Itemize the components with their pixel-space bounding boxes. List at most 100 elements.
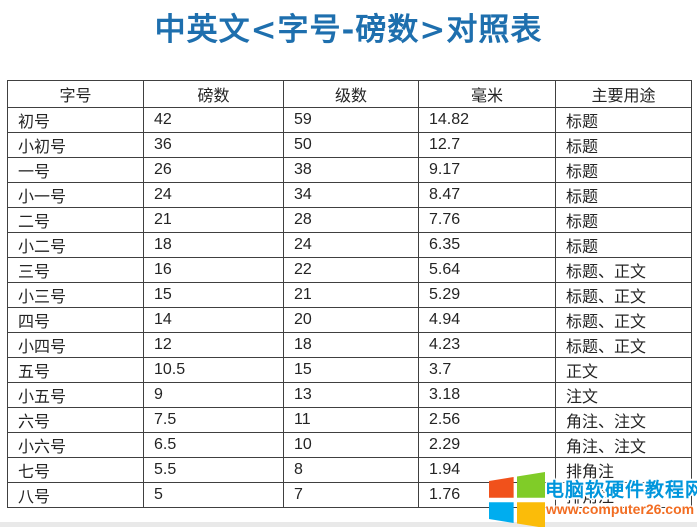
cell-mm: 5.64 (418, 257, 556, 283)
cell-points: 6.5 (143, 432, 284, 458)
table-row: 小三号 15 21 5.29 标题、正文 (7, 282, 692, 308)
cell-font-name: 四号 (7, 307, 144, 333)
cell-usage: 标题 (555, 207, 692, 233)
cell-level: 22 (283, 257, 419, 283)
cell-points: 5.5 (143, 457, 284, 483)
bottom-edge-strip (0, 522, 697, 527)
cell-mm: 2.29 (418, 432, 556, 458)
cell-usage: 正文 (555, 357, 692, 383)
cell-points: 21 (143, 207, 284, 233)
cell-points: 42 (143, 107, 284, 133)
cell-usage: 标题、正文 (555, 257, 692, 283)
cell-mm: 12.7 (418, 132, 556, 158)
cell-usage: 排角注 (555, 482, 692, 508)
cell-level: 24 (283, 232, 419, 258)
cell-points: 18 (143, 232, 284, 258)
cell-usage: 标题 (555, 132, 692, 158)
cell-mm: 9.17 (418, 157, 556, 183)
cell-mm: 8.47 (418, 182, 556, 208)
cell-level: 7 (283, 482, 419, 508)
cell-font-name: 八号 (7, 482, 144, 508)
table-row: 一号 26 38 9.17 标题 (7, 157, 692, 183)
cell-usage: 注文 (555, 382, 692, 408)
cell-level: 38 (283, 157, 419, 183)
cell-level: 10 (283, 432, 419, 458)
watermark-site-url: www.computer26.com (546, 501, 695, 517)
cell-level: 21 (283, 282, 419, 308)
cell-mm: 3.18 (418, 382, 556, 408)
cell-mm: 7.76 (418, 207, 556, 233)
table-row: 小二号 18 24 6.35 标题 (7, 232, 692, 258)
header-row: 字号 磅数 级数 毫米 主要用途 (7, 80, 692, 108)
cell-mm: 4.23 (418, 332, 556, 358)
cell-level: 28 (283, 207, 419, 233)
cell-mm: 4.94 (418, 307, 556, 333)
cell-font-name: 五号 (7, 357, 144, 383)
cell-points: 15 (143, 282, 284, 308)
table-row: 小六号 6.5 10 2.29 角注、注文 (7, 432, 692, 458)
col-header-font-name: 字号 (7, 80, 144, 108)
cell-level: 11 (283, 407, 419, 433)
cell-level: 8 (283, 457, 419, 483)
cell-usage: 标题 (555, 182, 692, 208)
cell-usage: 标题、正文 (555, 307, 692, 333)
col-header-level: 级数 (283, 80, 419, 108)
cell-mm: 6.35 (418, 232, 556, 258)
cell-points: 12 (143, 332, 284, 358)
cell-usage: 标题 (555, 107, 692, 133)
cell-font-name: 小三号 (7, 282, 144, 308)
page-title: 中英文<字号-磅数>对照表 (154, 12, 543, 48)
cell-points: 36 (143, 132, 284, 158)
cell-mm: 2.56 (418, 407, 556, 433)
cell-usage: 排角注 (555, 457, 692, 483)
cell-points: 7.5 (143, 407, 284, 433)
cell-font-name: 三号 (7, 257, 144, 283)
col-header-mm: 毫米 (418, 80, 556, 108)
cell-font-name: 小初号 (7, 132, 144, 158)
cell-usage: 角注、注文 (555, 407, 692, 433)
cell-level: 20 (283, 307, 419, 333)
table-row: 小初号 36 50 12.7 标题 (7, 132, 692, 158)
cell-level: 18 (283, 332, 419, 358)
table-row: 六号 7.5 11 2.56 角注、注文 (7, 407, 692, 433)
table-row: 小一号 24 34 8.47 标题 (7, 182, 692, 208)
table-row: 二号 21 28 7.76 标题 (7, 207, 692, 233)
cell-font-name: 小二号 (7, 232, 144, 258)
table-row: 三号 16 22 5.64 标题、正文 (7, 257, 692, 283)
cell-font-name: 七号 (7, 457, 144, 483)
cell-mm: 14.82 (418, 107, 556, 133)
cell-points: 16 (143, 257, 284, 283)
cell-font-name: 二号 (7, 207, 144, 233)
site-watermark: 电脑软硬件教程网 www.computer26.com (486, 468, 697, 527)
cell-points: 9 (143, 382, 284, 408)
table-row: 小四号 12 18 4.23 标题、正文 (7, 332, 692, 358)
font-size-table: 字号 磅数 级数 毫米 主要用途 初号 42 59 14.82 标题 小初号 3… (7, 80, 692, 508)
table-row: 初号 42 59 14.82 标题 (7, 107, 692, 133)
cell-usage: 标题 (555, 232, 692, 258)
cell-usage: 标题、正文 (555, 282, 692, 308)
cell-font-name: 小四号 (7, 332, 144, 358)
table-row: 小五号 9 13 3.18 注文 (7, 382, 692, 408)
cell-font-name: 一号 (7, 157, 144, 183)
table-row: 四号 14 20 4.94 标题、正文 (7, 307, 692, 333)
windows-logo-icon (489, 472, 545, 527)
cell-font-name: 六号 (7, 407, 144, 433)
cell-level: 50 (283, 132, 419, 158)
cell-mm: 3.7 (418, 357, 556, 383)
cell-level: 15 (283, 357, 419, 383)
table-row: 五号 10.5 15 3.7 正文 (7, 357, 692, 383)
cell-usage: 标题 (555, 157, 692, 183)
table-row: 八号 5 7 1.76 排角注 (7, 482, 692, 508)
cell-font-name: 小五号 (7, 382, 144, 408)
table-row: 七号 5.5 8 1.94 排角注 (7, 457, 692, 483)
cell-mm: 5.29 (418, 282, 556, 308)
cell-points: 24 (143, 182, 284, 208)
cell-usage: 标题、正文 (555, 332, 692, 358)
col-header-points: 磅数 (143, 80, 284, 108)
watermark-site-name: 电脑软硬件教程网 (545, 480, 697, 501)
cell-usage: 角注、注文 (555, 432, 692, 458)
cell-font-name: 小一号 (7, 182, 144, 208)
cell-level: 59 (283, 107, 419, 133)
cell-font-name: 小六号 (7, 432, 144, 458)
